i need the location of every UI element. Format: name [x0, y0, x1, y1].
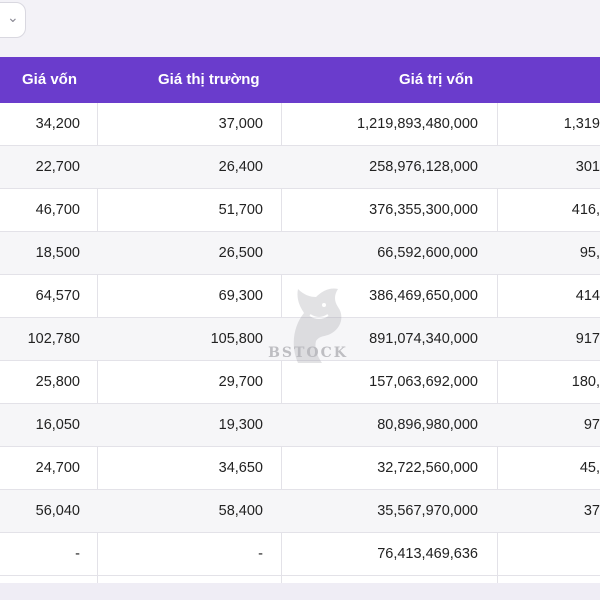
cell-gia-thi-truong: 58,400: [218, 503, 263, 519]
cell-col4: 1,319: [563, 116, 600, 132]
cell-gia-thi-truong: 19,300: [218, 417, 263, 433]
dropdown-button[interactable]: ⌄: [0, 2, 26, 38]
table-row[interactable]: 102,780 105,800 891,074,340,000 917: [0, 318, 600, 361]
table-row[interactable]: 16,050 19,300 80,896,980,000 97: [0, 404, 600, 447]
cell-gia-thi-truong: 105,800: [210, 331, 263, 347]
cell-gia-thi-truong: 37,000: [218, 116, 263, 132]
table-row[interactable]: 18,500 26,500 66,592,600,000 95,: [0, 232, 600, 275]
cell-gia-von: -: [75, 546, 80, 562]
table-row[interactable]: 25,800 29,700 157,063,692,000 180,: [0, 361, 600, 404]
cell-gia-tri-von: 76,413,469,636: [377, 546, 478, 562]
cell-col4: [500, 533, 600, 576]
cell-gia-von: 22,700: [35, 159, 80, 175]
chevron-down-icon: ⌄: [7, 10, 19, 26]
cell-gia-thi-truong: -: [258, 546, 263, 562]
column-header-gia-von: Giá vốn: [22, 71, 78, 88]
cell-gia-von: 102,780: [27, 331, 80, 347]
cell-gia-tri-von: 386,469,650,000: [369, 288, 478, 304]
cell-col4: 95,: [579, 245, 600, 261]
cell-col4: 414: [575, 288, 600, 304]
cell-gia-von: 64,570: [35, 288, 80, 304]
cell-gia-tri-von: 66,592,600,000: [377, 245, 478, 261]
cell-col4: 37: [583, 503, 600, 519]
cell-col4: 97: [583, 417, 600, 433]
table-row-total[interactable]: - - 76,413,469,636: [0, 533, 600, 576]
cell-gia-von: 25,800: [35, 374, 80, 390]
table-row[interactable]: 24,700 34,650 32,722,560,000 45,: [0, 447, 600, 490]
cell-col4: 416,: [571, 202, 600, 218]
cell-col4: 180,: [571, 374, 600, 390]
cell-gia-tri-von: 80,896,980,000: [377, 417, 478, 433]
cell-col4: 917: [575, 331, 600, 347]
cell-gia-von: 56,040: [35, 503, 80, 519]
cell-gia-thi-truong: 34,650: [218, 460, 263, 476]
bottom-scroll-area: [0, 583, 600, 600]
column-header-gia-tri-von: Giá trị vốn: [399, 71, 474, 88]
cell-gia-tri-von: 35,567,970,000: [377, 503, 478, 519]
cell-gia-von: 24,700: [35, 460, 80, 476]
watermark-text: BSTOCK: [268, 345, 348, 361]
table-row[interactable]: 22,700 26,400 258,976,128,000 301: [0, 146, 600, 189]
table-row[interactable]: 64,570 69,300 386,469,650,000 414: [0, 275, 600, 318]
cell-gia-thi-truong: 29,700: [218, 374, 263, 390]
cell-gia-tri-von: 891,074,340,000: [369, 331, 478, 347]
cell-col4: 45,: [579, 460, 600, 476]
cell-gia-tri-von: 258,976,128,000: [369, 159, 478, 175]
cell-gia-von: 16,050: [35, 417, 80, 433]
cell-gia-von: 18,500: [35, 245, 80, 261]
cell-gia-von: 46,700: [35, 202, 80, 218]
stock-table: Giá vốn Giá thị trường Giá trị vốn 34,20…: [0, 57, 600, 583]
cell-gia-tri-von: 32,722,560,000: [377, 460, 478, 476]
cell-gia-tri-von: 157,063,692,000: [369, 374, 478, 390]
cell-gia-thi-truong: 51,700: [218, 202, 263, 218]
cell-col4: 301: [575, 159, 600, 175]
cell-gia-von: 34,200: [35, 116, 80, 132]
cell-gia-thi-truong: 26,400: [218, 159, 263, 175]
table-row[interactable]: 56,040 58,400 35,567,970,000 37: [0, 490, 600, 533]
table-row[interactable]: 46,700 51,700 376,355,300,000 416,: [0, 189, 600, 232]
table-header: Giá vốn Giá thị trường Giá trị vốn: [0, 57, 600, 103]
cell-gia-thi-truong: 26,500: [218, 245, 263, 261]
cell-gia-tri-von: 1,219,893,480,000: [357, 116, 478, 132]
cell-gia-thi-truong: 69,300: [218, 288, 263, 304]
column-header-gia-thi-truong: Giá thị trường: [158, 71, 260, 88]
cell-gia-tri-von: 376,355,300,000: [369, 202, 478, 218]
table-row[interactable]: 34,200 37,000 1,219,893,480,000 1,319: [0, 103, 600, 146]
top-bar: ⌄: [0, 0, 600, 45]
